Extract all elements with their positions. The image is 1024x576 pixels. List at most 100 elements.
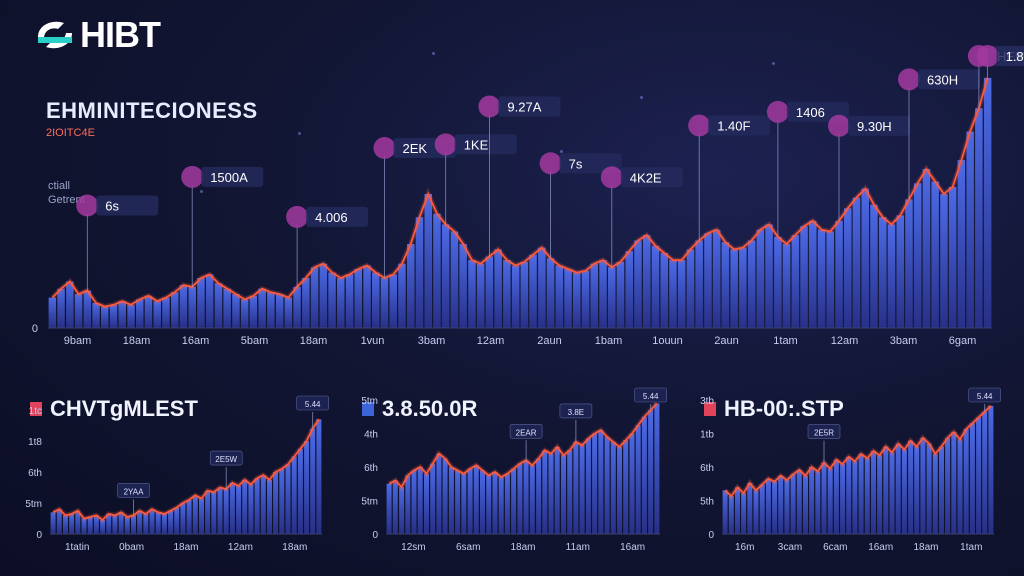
bar xyxy=(149,509,155,534)
x-tick-label: 1tam xyxy=(773,335,797,347)
bar xyxy=(174,507,180,534)
callout-box xyxy=(634,387,668,403)
bar xyxy=(648,410,654,534)
bar xyxy=(92,303,100,328)
bar xyxy=(461,473,467,534)
star-dot xyxy=(772,62,775,65)
bar xyxy=(599,260,607,328)
bar xyxy=(835,220,843,328)
bar xyxy=(840,464,846,534)
bar xyxy=(756,229,765,328)
bar xyxy=(988,405,994,534)
y-zero-label: 0 xyxy=(32,323,38,335)
page-title: EHMINITECIONESS xyxy=(46,98,258,123)
callout-box xyxy=(559,403,593,419)
chart-label-top: ctiall xyxy=(48,180,71,192)
bar xyxy=(511,265,520,328)
callout-box xyxy=(918,69,980,90)
bar xyxy=(297,448,303,535)
x-tick-label: 18am xyxy=(123,335,151,347)
bar xyxy=(223,489,229,534)
bar xyxy=(592,433,598,534)
blue-square-icon xyxy=(362,402,374,416)
x-tick-label: 1vun xyxy=(361,335,385,347)
bar xyxy=(162,297,170,328)
bar xyxy=(913,183,922,328)
callout-label: 7s xyxy=(569,156,583,171)
callout-box xyxy=(117,483,150,498)
bar xyxy=(155,512,161,534)
bar xyxy=(372,272,380,328)
bar xyxy=(747,483,753,534)
bar xyxy=(171,292,179,328)
x-tick-label: 16am xyxy=(620,542,645,553)
bar xyxy=(284,297,293,328)
bar xyxy=(467,468,473,534)
bar xyxy=(931,181,939,328)
bar xyxy=(908,440,914,534)
callout-dot xyxy=(373,137,396,159)
bar xyxy=(386,483,392,535)
bar xyxy=(236,485,242,534)
bar xyxy=(180,503,186,534)
bar xyxy=(192,495,198,535)
x-tick-label: 18am xyxy=(282,542,307,553)
star-dot xyxy=(640,96,643,99)
callout-dot xyxy=(600,166,623,189)
x-tick-label: 6cam xyxy=(823,542,847,553)
bar xyxy=(536,458,542,534)
bar xyxy=(730,249,738,328)
bar xyxy=(778,475,784,534)
bar xyxy=(704,233,712,328)
callout-label: 1406 xyxy=(796,105,825,120)
bar xyxy=(585,438,591,534)
y-tick-label: 1tc xyxy=(29,406,42,417)
bar xyxy=(455,470,461,534)
bar xyxy=(616,261,625,328)
logo-icon xyxy=(38,21,72,49)
bar xyxy=(188,286,196,328)
bar xyxy=(641,416,647,535)
bar xyxy=(861,188,869,328)
bar xyxy=(976,417,982,534)
bar xyxy=(83,290,92,328)
star-dot xyxy=(298,132,301,135)
y-tick-label: 6th xyxy=(28,468,42,479)
bar xyxy=(815,471,821,534)
bar xyxy=(136,299,144,328)
bar xyxy=(199,498,204,534)
bar xyxy=(651,245,660,328)
bar xyxy=(405,475,411,534)
bar xyxy=(538,247,546,328)
bar xyxy=(249,295,258,328)
bar xyxy=(56,509,62,534)
callout-box xyxy=(708,115,771,136)
bar xyxy=(945,437,951,534)
bar xyxy=(634,240,642,328)
bar xyxy=(494,249,502,328)
bar xyxy=(205,274,214,328)
callout-dot xyxy=(828,114,850,137)
bar xyxy=(833,459,839,534)
callout-dot xyxy=(898,68,920,91)
bar xyxy=(293,286,301,328)
bar xyxy=(759,484,765,534)
bar xyxy=(790,474,796,534)
bar xyxy=(240,299,249,328)
bar xyxy=(948,186,957,328)
callout-box xyxy=(209,450,243,466)
series-line xyxy=(388,402,658,489)
callout-label: 1500A xyxy=(210,170,248,185)
bar xyxy=(380,278,389,328)
bar xyxy=(186,499,192,534)
bar xyxy=(101,306,109,328)
bar xyxy=(124,517,130,534)
callout-dot xyxy=(688,114,711,137)
bar xyxy=(285,464,291,535)
bar xyxy=(392,480,398,534)
bar xyxy=(695,240,703,328)
x-tick-label: 18am xyxy=(300,335,328,347)
bar xyxy=(564,269,572,328)
bar xyxy=(354,269,362,328)
bar xyxy=(473,465,479,534)
